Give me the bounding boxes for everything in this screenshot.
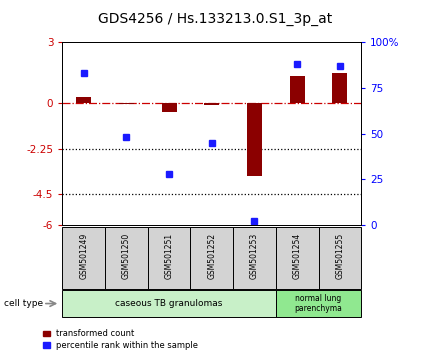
- Text: GSM501249: GSM501249: [79, 233, 88, 279]
- Bar: [276, 227, 319, 289]
- Bar: [247, 103, 262, 176]
- Bar: [162, 103, 177, 112]
- Bar: [62, 227, 105, 289]
- Bar: [204, 103, 219, 105]
- Text: GSM501253: GSM501253: [250, 233, 259, 279]
- Bar: [148, 227, 190, 289]
- Bar: [190, 227, 233, 289]
- Legend: transformed count, percentile rank within the sample: transformed count, percentile rank withi…: [43, 329, 198, 350]
- Text: GSM501251: GSM501251: [165, 233, 174, 279]
- Text: caseous TB granulomas: caseous TB granulomas: [115, 299, 223, 308]
- Text: GSM501254: GSM501254: [293, 233, 302, 279]
- Bar: [119, 103, 134, 104]
- Text: GSM501255: GSM501255: [335, 233, 344, 279]
- Text: GSM501252: GSM501252: [207, 233, 216, 279]
- Text: cell type: cell type: [4, 299, 43, 308]
- Bar: [62, 290, 276, 317]
- Bar: [105, 227, 148, 289]
- Bar: [76, 97, 91, 103]
- Text: normal lung
parenchyma: normal lung parenchyma: [295, 294, 342, 313]
- Bar: [233, 227, 276, 289]
- Text: GDS4256 / Hs.133213.0.S1_3p_at: GDS4256 / Hs.133213.0.S1_3p_at: [98, 12, 332, 27]
- Bar: [319, 227, 361, 289]
- Bar: [276, 290, 361, 317]
- Text: GSM501250: GSM501250: [122, 233, 131, 279]
- Bar: [332, 73, 347, 103]
- Bar: [290, 76, 304, 103]
